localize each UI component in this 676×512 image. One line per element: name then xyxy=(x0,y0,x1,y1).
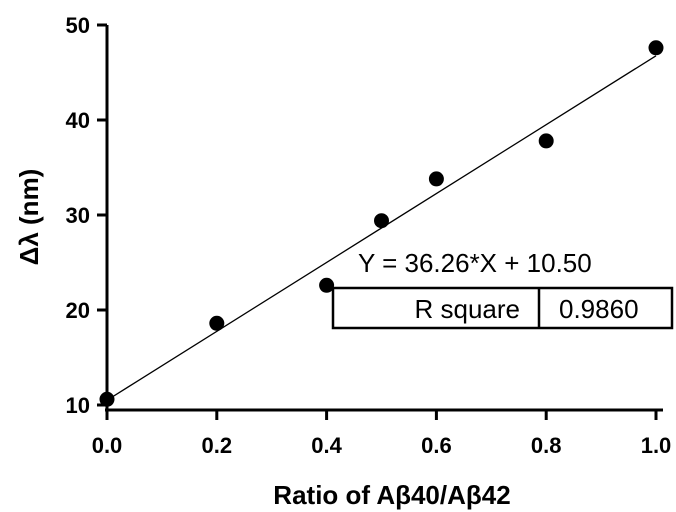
x-tick-label: 1.0 xyxy=(641,433,672,458)
data-point xyxy=(428,171,444,187)
y-tick-label: 10 xyxy=(66,393,90,418)
x-tick-label: 0.8 xyxy=(531,433,562,458)
r-square-value: 0.9860 xyxy=(559,294,639,324)
x-ticks: 0.0 0.2 0.4 0.6 0.8 1.0 xyxy=(92,410,672,458)
y-tick-label: 20 xyxy=(66,298,90,323)
data-point xyxy=(99,391,115,407)
x-tick-label: 0.6 xyxy=(421,433,452,458)
y-tick-label: 40 xyxy=(66,108,90,133)
y-tick-label: 50 xyxy=(66,13,90,38)
fit-equation: Y = 36.26*X + 10.50 xyxy=(358,248,592,278)
y-ticks: 10 20 30 40 50 xyxy=(66,13,107,418)
r-square-label: R square xyxy=(415,294,521,324)
y-axis-title: Δλ (nm) xyxy=(14,169,44,266)
r-square-box xyxy=(331,286,674,330)
x-tick-label: 0.0 xyxy=(92,433,123,458)
data-point xyxy=(538,133,554,149)
data-point xyxy=(374,213,389,229)
y-tick-label: 30 xyxy=(66,203,90,228)
data-point xyxy=(648,40,664,56)
x-tick-label: 0.4 xyxy=(311,433,342,458)
x-axis-title: Ratio of Aβ40/Aβ42 xyxy=(273,480,510,510)
data-points xyxy=(99,40,664,407)
x-tick-label: 0.2 xyxy=(202,433,233,458)
data-point xyxy=(319,277,335,293)
data-point xyxy=(209,315,225,331)
